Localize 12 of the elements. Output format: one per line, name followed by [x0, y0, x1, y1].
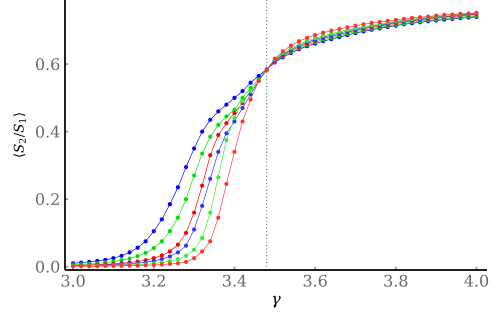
y-tick-label: 0.6	[36, 58, 60, 70]
y-tick-label: 0.4	[36, 126, 60, 138]
x-tick-label: 3.0	[62, 274, 85, 287]
y-tick-label: 0.2	[36, 193, 59, 206]
y-tick-label: 0.0	[36, 260, 60, 273]
x-tick-label: 3.2	[142, 274, 165, 287]
x-tick-label: 4.0	[464, 274, 488, 287]
x-axis-title: γ	[272, 296, 281, 308]
x-tick-label: 3.6	[304, 274, 327, 287]
y-axis-title: ⟨S$_{2}$/S$_{1}$⟩	[13, 113, 26, 157]
x-tick-label: 3.4	[222, 274, 246, 287]
x-tick-label: 3.8	[384, 274, 408, 287]
